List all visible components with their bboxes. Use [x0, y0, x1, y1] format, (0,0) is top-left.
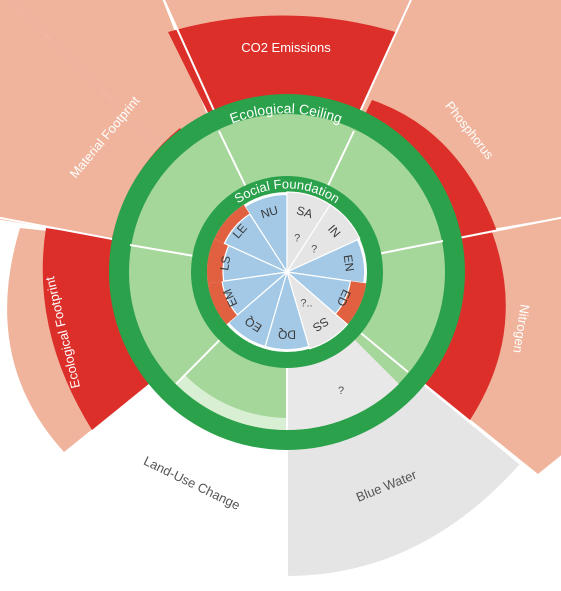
blue-water-marker: ?	[338, 385, 344, 397]
social-code-ls: LS	[217, 255, 233, 272]
social-marker-sa: ?	[294, 232, 300, 244]
social-sector-en	[284, 238, 366, 284]
social-code-em: EM	[220, 287, 240, 309]
social-code-en: EN	[341, 254, 357, 272]
social-sector-em	[221, 271, 289, 316]
label-co2: CO2 Emissions	[241, 40, 331, 55]
social-sector-le	[223, 213, 289, 274]
land-use-light-band	[176, 374, 287, 430]
social-code-nu: NU	[259, 203, 280, 221]
label-land-use: Land-Use Change	[141, 453, 242, 513]
social-code-ed: ED	[334, 287, 354, 308]
social-sector-ss	[285, 270, 349, 350]
social-code-sa: SA	[295, 203, 314, 221]
social-marker-in: ?	[311, 243, 317, 255]
social-sector-eq	[227, 270, 289, 348]
social-code-dq: DQ	[278, 327, 296, 341]
social-marker-ss: ?..	[300, 297, 312, 309]
social-sector-in	[285, 203, 361, 274]
